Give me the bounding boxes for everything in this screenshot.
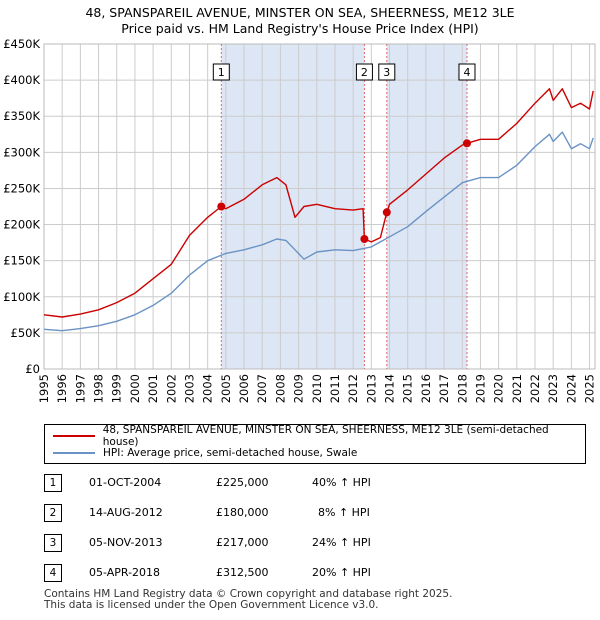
x-tick-label: 1997 (73, 374, 87, 403)
transaction-hpi: 40% ↑ HPI (312, 476, 371, 489)
x-tick-label: 2016 (419, 374, 433, 403)
x-tick-label: 2023 (546, 374, 560, 403)
y-tick-label: £400K (3, 73, 40, 87)
chart-subtitle: Price paid vs. HM Land Registry's House … (121, 21, 479, 36)
price-chart: £0 £50K £100K £150K £200K £250K £300K £350K £400… (3, 37, 597, 403)
x-tick-label: 2022 (528, 374, 542, 403)
x-tick-label: 2000 (128, 374, 142, 403)
x-tick-label: 2018 (455, 374, 469, 403)
x-tick-label: 2003 (182, 374, 196, 403)
x-tick-label: 1998 (92, 374, 106, 403)
chart-legend: 48, SPANSPAREIL AVENUE, MINSTER ON SEA, … (44, 424, 586, 464)
transaction-hpi: 8% ↑ HPI (318, 506, 370, 519)
transaction-price: £225,000 (216, 476, 269, 489)
x-tick-label: 2006 (237, 374, 251, 403)
legend-label-property: 48, SPANSPAREIL AVENUE, MINSTER ON SEA, … (102, 424, 549, 448)
x-tick-label: 1999 (110, 374, 124, 403)
x-tick-label: 2021 (510, 374, 524, 403)
transaction-number-badge: 4 (44, 564, 62, 582)
sale-number-label: 4 (463, 66, 470, 79)
legend-blue-line (53, 452, 95, 454)
transaction-price: £217,000 (216, 536, 269, 549)
x-tick-label: 2001 (146, 374, 160, 403)
y-tick-label: £300K (3, 145, 40, 159)
y-tick-label: £0 (25, 362, 40, 376)
x-tick-label: 1996 (55, 374, 69, 403)
y-tick-label: £200K (3, 218, 40, 232)
legend-item-hpi: HPI: Average price, semi-detached house,… (53, 445, 357, 461)
x-tick-label: 2025 (583, 374, 597, 403)
legend-item-property: 48, SPANSPAREIL AVENUE, MINSTER ON SEA, … (53, 424, 585, 448)
sale-number-label: 2 (361, 66, 368, 79)
sale-point (462, 139, 471, 148)
sale-point (382, 208, 391, 217)
chart-title-address: 48, SPANSPAREIL AVENUE, MINSTER ON SEA, … (85, 5, 515, 20)
sale-number-label: 1 (218, 66, 225, 79)
y-tick-label: £250K (3, 181, 40, 195)
y-tick-label: £50K (11, 326, 41, 340)
x-tick-label: 2015 (401, 374, 415, 403)
x-tick-label: 2008 (273, 374, 287, 403)
sale-number-box (458, 63, 476, 81)
sale-number-box (355, 63, 373, 81)
sale-number-box (212, 63, 230, 81)
x-tick-label: 2014 (383, 374, 397, 403)
plot-border (43, 43, 596, 370)
x-tick-label: 2002 (164, 374, 178, 403)
x-tick-label: 2005 (219, 374, 233, 403)
transaction-number-badge: 1 (44, 474, 62, 492)
legend-red-line (53, 435, 95, 437)
transaction-date: 14-AUG-2012 (89, 506, 163, 519)
sale-point (360, 235, 369, 243)
transaction-date: 05-APR-2018 (89, 566, 161, 579)
transaction-number-badge: 3 (44, 534, 62, 552)
x-tick-label: 2010 (310, 374, 324, 403)
transaction-hpi: 20% ↑ HPI (312, 566, 371, 579)
y-tick-label: £150K (3, 254, 40, 268)
transaction-price: £180,000 (216, 506, 269, 519)
x-tick-label: 2011 (328, 374, 342, 403)
y-tick-label: £350K (3, 109, 40, 123)
x-tick-label: 2019 (473, 374, 487, 403)
x-tick-label: 2012 (346, 374, 360, 403)
x-tick-label: 2013 (364, 374, 378, 403)
property-price-line (43, 88, 594, 318)
transaction-date: 01-OCT-2004 (89, 476, 162, 489)
x-tick-label: 2009 (292, 374, 306, 403)
y-tick-label: £450K (3, 37, 40, 51)
legend-label-hpi: HPI: Average price, semi-detached house,… (103, 447, 358, 459)
x-tick-label: 2007 (255, 374, 269, 403)
data-attribution: Contains HM Land Registry data © Crown c… (44, 589, 452, 611)
transaction-number-badge: 2 (44, 504, 62, 522)
ownership-period-shade (221, 44, 365, 369)
transaction-hpi: 24% ↑ HPI (312, 536, 371, 549)
transaction-date: 05-NOV-2013 (89, 536, 163, 549)
x-tick-label: 2020 (492, 374, 506, 403)
sale-number-box (378, 63, 396, 81)
ownership-period-shade (386, 44, 467, 369)
transaction-price: £312,500 (216, 566, 269, 579)
x-tick-label: 2004 (201, 374, 215, 403)
x-tick-label: 2017 (437, 374, 451, 403)
footer-copyright: Contains HM Land Registry data © Crown c… (44, 588, 453, 600)
sale-point (217, 202, 226, 211)
sale-number-label: 3 (383, 66, 390, 79)
footer-license: This data is licensed under the Open Gov… (44, 599, 379, 611)
x-tick-label: 2024 (564, 374, 578, 403)
y-tick-label: £100K (3, 290, 40, 304)
x-tick-label: 1995 (37, 374, 51, 403)
hpi-line (43, 131, 594, 332)
